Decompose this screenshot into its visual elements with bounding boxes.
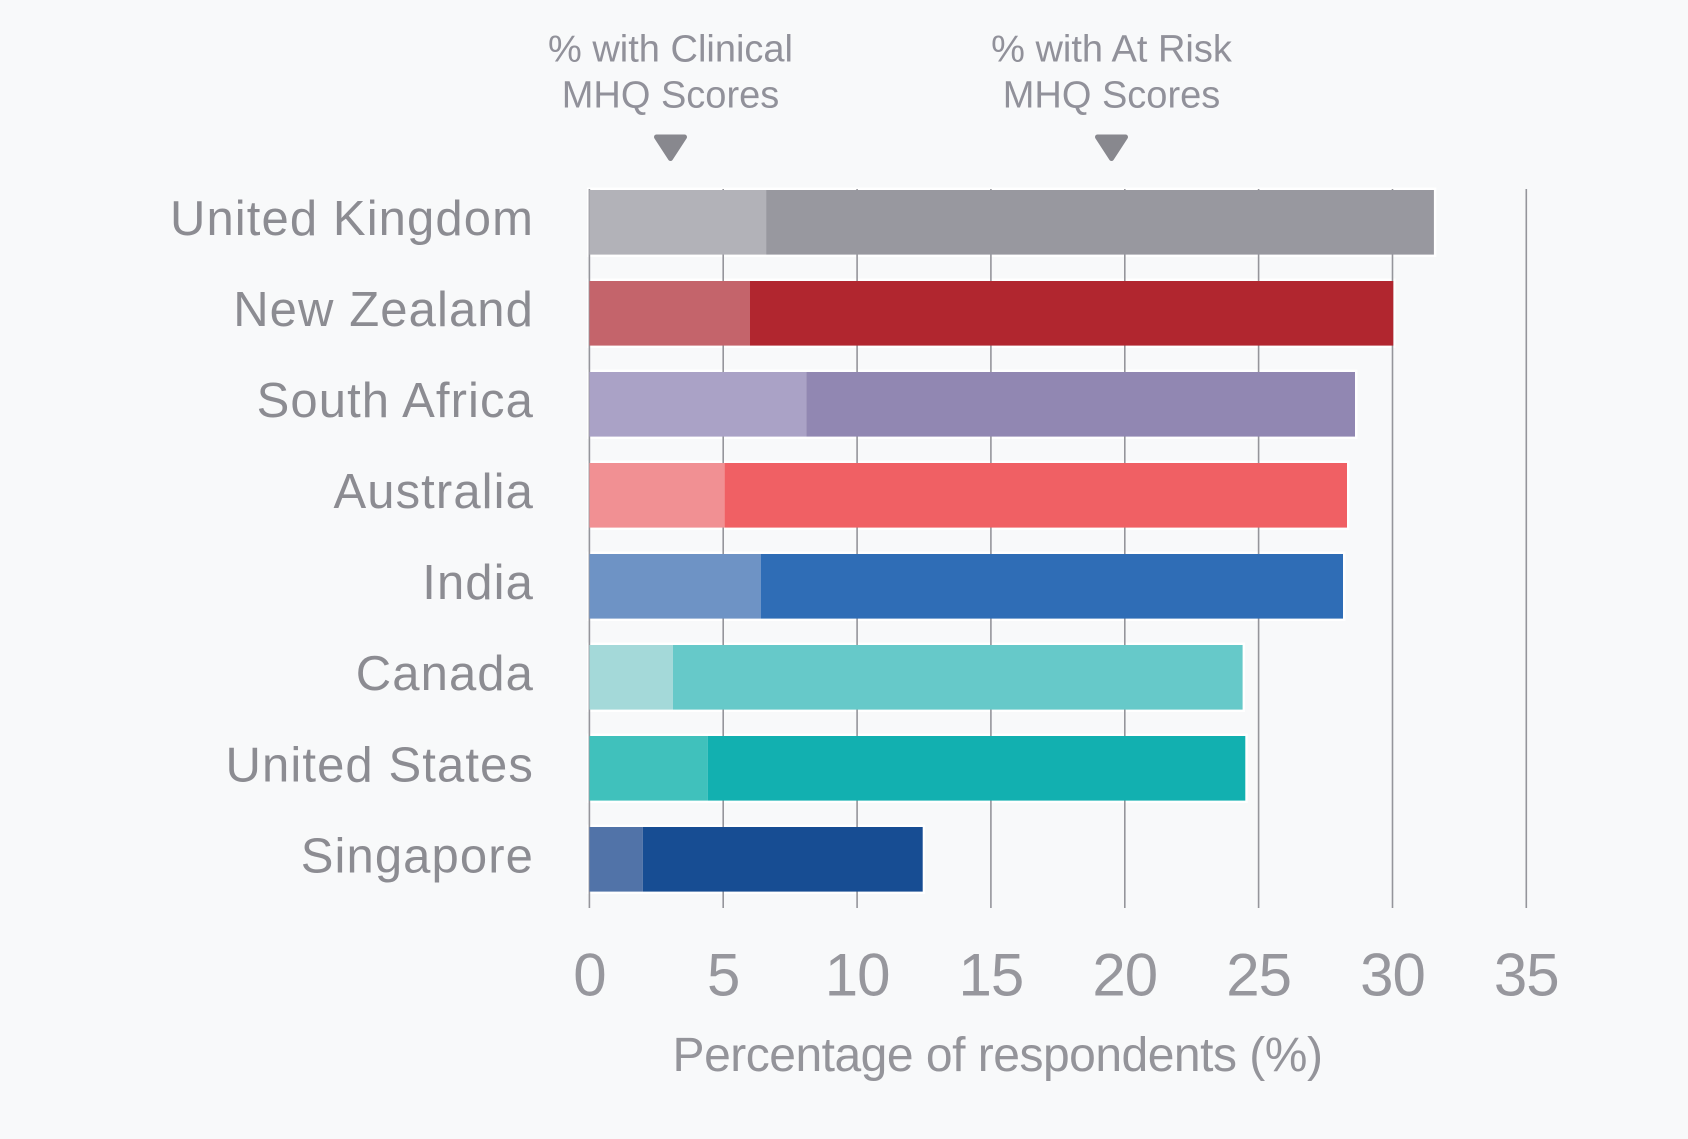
svg-text:% with At Risk: % with At Risk	[991, 28, 1233, 70]
svg-text:United States: United States	[226, 738, 534, 792]
svg-text:South Africa: South Africa	[257, 374, 534, 428]
svg-text:15: 15	[959, 942, 1024, 1009]
svg-text:35: 35	[1494, 942, 1559, 1009]
svg-text:MHQ Scores: MHQ Scores	[562, 75, 779, 117]
svg-text:20: 20	[1092, 942, 1157, 1009]
svg-text:New Zealand: New Zealand	[233, 283, 534, 337]
svg-text:% with Clinical: % with Clinical	[548, 28, 793, 70]
svg-text:Australia: Australia	[333, 465, 534, 519]
svg-text:Canada: Canada	[356, 647, 534, 701]
svg-text:0: 0	[573, 942, 605, 1009]
svg-text:Singapore: Singapore	[301, 829, 534, 883]
svg-text:10: 10	[825, 942, 890, 1009]
svg-text:MHQ Scores: MHQ Scores	[1003, 75, 1220, 117]
svg-text:5: 5	[707, 942, 739, 1009]
svg-text:25: 25	[1226, 942, 1291, 1009]
svg-text:Percentage of respondents (%): Percentage of respondents (%)	[673, 1029, 1323, 1082]
svg-text:30: 30	[1360, 942, 1425, 1009]
svg-text:India: India	[422, 556, 534, 610]
svg-text:United Kingdom: United Kingdom	[170, 192, 534, 246]
